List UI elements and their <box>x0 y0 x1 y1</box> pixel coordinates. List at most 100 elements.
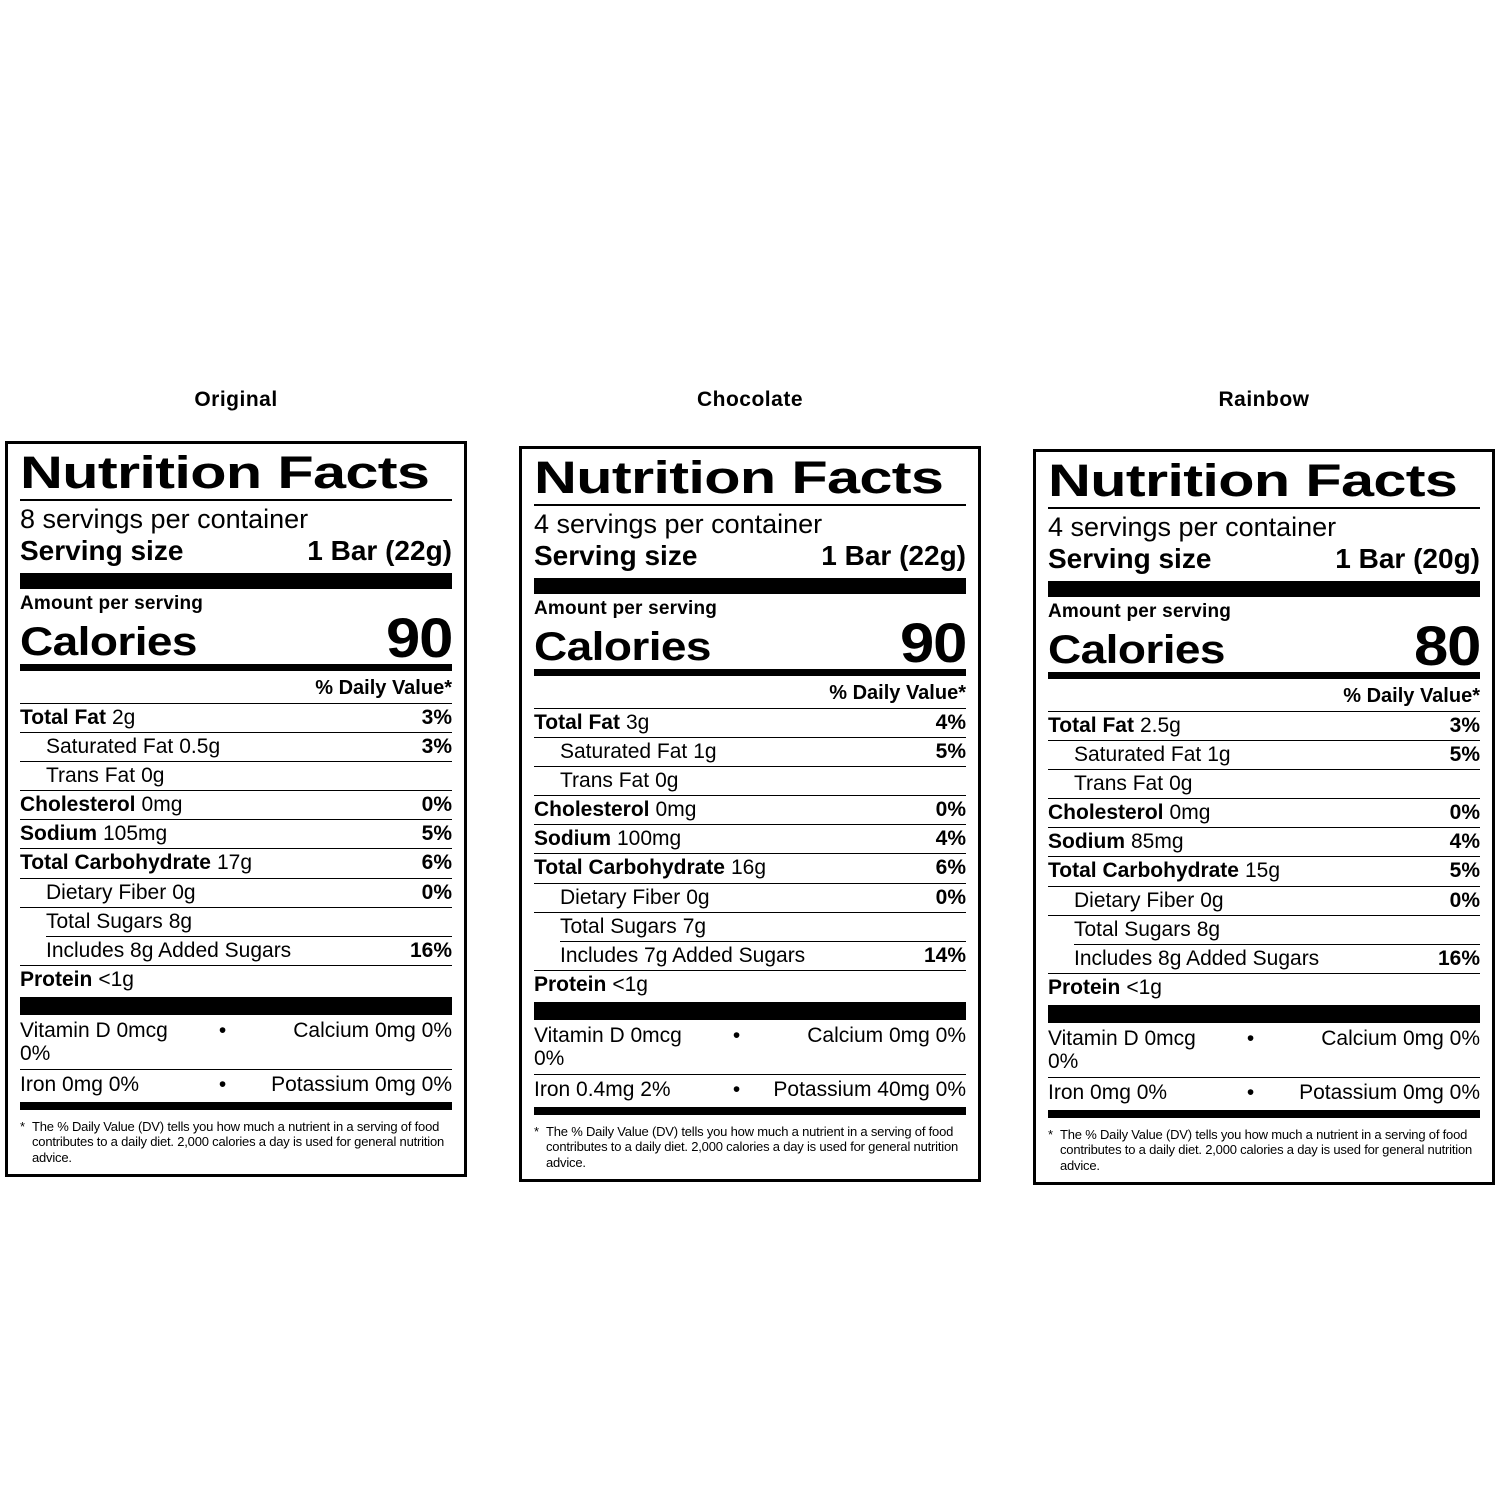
nutrient-text: Cholesterol 0mg <box>20 793 183 817</box>
nutrient-name: Total Carbohydrate <box>534 856 725 880</box>
footnote: * The % Daily Value (DV) tells you how m… <box>20 1115 452 1167</box>
bullet-separator: • <box>732 1023 741 1047</box>
row-divider <box>534 824 966 826</box>
nutrient-text: Saturated Fat 1g <box>1048 742 1231 767</box>
nutrient-row: Cholesterol 0mg 0% <box>20 791 452 819</box>
nutrient-amount: 7g <box>682 914 707 938</box>
divider-bar-thick <box>1048 580 1480 597</box>
bullet-separator: • <box>218 1073 227 1096</box>
nutrient-name: Total Carbohydrate <box>1048 859 1239 883</box>
nutrient-percent: 5% <box>935 739 966 763</box>
row-divider <box>1048 768 1480 770</box>
nutrient-amount: 2.5g <box>1139 713 1181 737</box>
row-divider <box>534 795 966 797</box>
row-divider <box>20 1068 452 1070</box>
nutrient-text: Sodium 85mg <box>1048 830 1184 854</box>
nutrient-amount: 0mg <box>1169 801 1211 825</box>
calories-label: Calories <box>534 624 712 669</box>
calories-row: Calories 80 <box>1048 617 1481 673</box>
calories-label: Calories <box>20 619 198 664</box>
nutrient-name: Total Sugars <box>1074 917 1191 941</box>
nutrient-row: Total Fat 2g 3% <box>20 704 452 732</box>
micro-right: Calcium 0mg 0% <box>1321 1026 1480 1050</box>
flavor-title: Rainbow <box>1218 388 1310 411</box>
nutrient-text: Total Sugars 8g <box>1048 917 1221 942</box>
nutrient-amount: 8g <box>1196 917 1221 941</box>
nutrient-percent: 0% <box>1449 801 1480 825</box>
row-divider <box>1048 1076 1480 1078</box>
nutrient-row: Trans Fat 0g <box>534 767 966 795</box>
nf-heading-text: Nutrition Facts <box>534 452 944 504</box>
labels-row: Original Nutrition Facts 8 servings per … <box>0 388 1500 1186</box>
micro-right: Potassium 0mg 0% <box>271 1073 452 1096</box>
bullet-separator: • <box>218 1018 227 1042</box>
nutrient-amount: 0g <box>1169 771 1193 795</box>
nutrient-amount: 1g <box>693 739 717 763</box>
bullet-separator: • <box>732 1078 741 1101</box>
nutrient-percent: 6% <box>935 856 966 880</box>
divider-bar-thick <box>534 577 966 594</box>
nutrient-row: Total Carbohydrate 16g 6% <box>534 854 966 882</box>
nutrient-row: Total Carbohydrate 17g 6% <box>20 849 452 877</box>
row-divider <box>46 935 452 937</box>
micronutrient-row: Iron 0mg 0% • Potassium 0mg 0% <box>20 1070 452 1100</box>
micro-left: Iron 0mg 0% <box>20 1073 140 1096</box>
nutrient-text: Total Fat 2.5g <box>1048 713 1181 738</box>
flavor-column: Original Nutrition Facts 8 servings per … <box>5 388 467 1185</box>
row-divider <box>534 882 966 884</box>
nutrient-row: Saturated Fat 0.5g 3% <box>20 733 452 761</box>
nutrient-text: Sodium 100mg <box>534 827 681 851</box>
nutrient-amount: 0mg <box>141 793 183 817</box>
divider-bar-medium <box>1048 1109 1480 1118</box>
nutrient-name: Total Fat <box>1048 713 1134 737</box>
nutrient-text: Cholesterol 0mg <box>1048 801 1211 825</box>
nutrient-text: Total Carbohydrate 15g <box>1048 860 1280 883</box>
nutrient-percent: 0% <box>421 880 452 904</box>
nutrient-percent: 6% <box>421 851 452 875</box>
nutrient-name: Sodium <box>1048 830 1125 854</box>
nutrient-percent: 0% <box>935 798 966 822</box>
nf-heading-text: Nutrition Facts <box>1048 455 1458 507</box>
nutrient-row: Sodium 105mg 5% <box>20 820 452 848</box>
row-divider <box>20 848 452 850</box>
nutrient-amount: 17g <box>216 851 253 875</box>
nutrient-percent: 5% <box>1449 859 1480 883</box>
bullet-separator: • <box>1246 1026 1255 1050</box>
nutrient-percent: 5% <box>421 822 452 846</box>
micronutrient-row: Iron 0.4mg 2% • Potassium 40mg 0% <box>534 1075 966 1105</box>
row-divider <box>20 790 452 792</box>
nutrient-percent: 4% <box>935 710 966 734</box>
nutrient-text: Saturated Fat 0.5g <box>20 735 220 759</box>
nutrient-percent: 4% <box>1449 830 1480 854</box>
nutrient-percent: 16% <box>1437 946 1480 970</box>
row-divider <box>20 965 452 967</box>
amount-per-serving-label: Amount per serving <box>1048 600 1232 622</box>
nutrient-text: Includes 8g Added Sugars <box>20 939 291 963</box>
nutrition-facts-label: Nutrition Facts 4 servings per container… <box>1033 449 1495 1186</box>
nutrient-amount: 15g <box>1244 859 1281 883</box>
row-divider <box>534 911 966 913</box>
nf-heading: Nutrition Facts <box>1048 455 1480 510</box>
micronutrient-row: Vitamin D 0mcg 0% • Calcium 0mg 0% <box>1048 1023 1480 1076</box>
nutrient-amount: 16g <box>730 856 767 880</box>
nutrient-text: Protein <1g <box>1048 976 1162 1000</box>
nutrient-text: Cholesterol 0mg <box>534 798 696 822</box>
nutrient-percent: 0% <box>421 793 452 817</box>
nutrient-text: Total Carbohydrate 17g <box>20 852 252 875</box>
nutrient-text: Trans Fat 0g <box>534 769 678 793</box>
divider-bar-medium <box>534 1106 966 1115</box>
serving-size-row: Serving size 1 Bar (22g) <box>534 540 966 571</box>
nutrient-name: Trans Fat <box>46 763 136 787</box>
nutrient-text: Total Fat 2g <box>20 705 136 730</box>
nutrient-text: Trans Fat 0g <box>1048 771 1193 796</box>
nutrient-name: Protein <box>1048 976 1121 1000</box>
nutrient-name: Includes 7g Added Sugars <box>560 943 806 967</box>
nutrient-amount: 2g <box>111 705 136 729</box>
serving-size-row: Serving size 1 Bar (20g) <box>1048 543 1480 574</box>
nutrient-amount: <1g <box>98 968 134 992</box>
footnote: * The % Daily Value (DV) tells you how m… <box>1048 1123 1480 1175</box>
nutrient-amount: 1g <box>1207 742 1231 766</box>
row-divider <box>534 707 966 709</box>
footnote-marker: * <box>1048 1126 1053 1142</box>
